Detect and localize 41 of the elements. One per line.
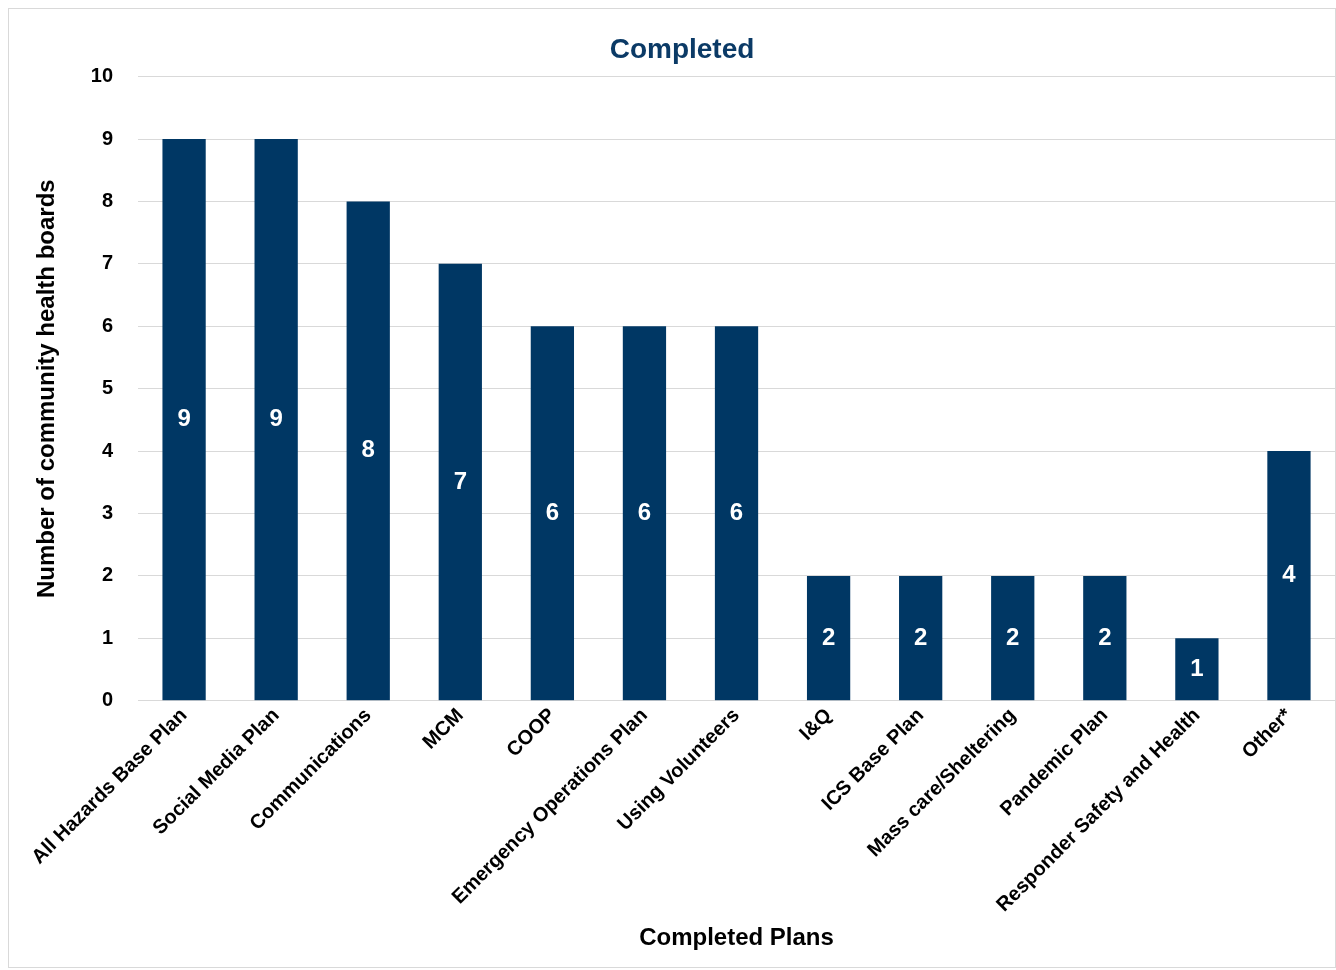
bar	[254, 139, 298, 701]
bar	[714, 326, 759, 701]
bar	[899, 575, 943, 701]
bar	[162, 139, 206, 701]
data-label: 2	[1098, 622, 1112, 650]
bar	[991, 575, 1035, 701]
bar	[1267, 451, 1311, 701]
y-tick-label: 2	[101, 563, 114, 586]
data-label: 8	[361, 435, 375, 463]
data-label: 1	[1190, 653, 1204, 681]
data-label: 6	[637, 497, 652, 525]
y-tick-label: 5	[101, 376, 114, 399]
data-label: 9	[177, 404, 191, 432]
bar	[1083, 575, 1127, 701]
data-label: 2	[821, 622, 836, 650]
y-tick-label: 6	[101, 313, 114, 336]
data-label: 4	[1282, 560, 1297, 588]
y-tick-label: 7	[101, 251, 114, 274]
y-tick-label: 1	[101, 625, 114, 648]
data-label: 6	[729, 497, 744, 525]
bar	[346, 201, 390, 701]
y-axis-title: Number of community health boards	[32, 179, 60, 599]
data-label: 2	[913, 622, 928, 650]
y-tick-label: 8	[101, 188, 114, 211]
x-tick-label: I&Q	[794, 703, 836, 745]
y-tick-label: 4	[101, 438, 114, 461]
y-tick-label: 3	[101, 501, 114, 524]
bar	[806, 575, 851, 701]
data-label: 7	[453, 466, 467, 494]
y-tick-label: 9	[101, 126, 114, 149]
y-tick-label: 10	[90, 64, 114, 87]
bar	[622, 326, 667, 701]
data-label: 9	[269, 404, 283, 432]
data-label: 6	[545, 497, 560, 525]
data-label: 2	[1006, 622, 1020, 650]
chart-title: Completed	[609, 32, 755, 64]
bar	[438, 263, 482, 701]
bar	[1175, 638, 1219, 701]
bar	[530, 326, 575, 701]
x-axis-title: Completed Plans	[639, 923, 834, 951]
y-tick-label: 0	[101, 688, 114, 711]
